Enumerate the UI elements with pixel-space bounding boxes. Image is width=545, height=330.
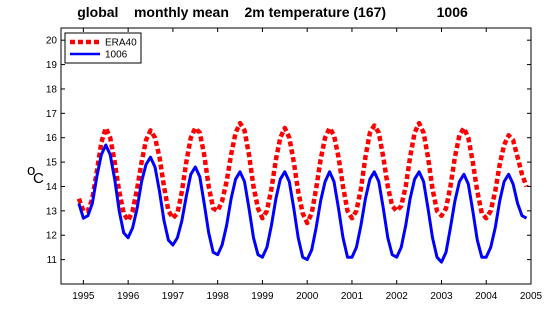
chart-title: global monthly mean 2m temperature (167)… xyxy=(77,4,468,20)
x-tick-label: 2004 xyxy=(475,291,498,302)
y-tick-label: 16 xyxy=(46,133,58,144)
x-tick-label: 1999 xyxy=(251,291,274,302)
y-axis-label-superscript: o xyxy=(27,162,35,179)
x-tick-label: 2002 xyxy=(386,291,409,302)
y-tick-label: 18 xyxy=(46,84,58,95)
legend-label: 1006 xyxy=(105,50,128,61)
x-tick-label: 2001 xyxy=(341,291,364,302)
legend-box xyxy=(64,32,142,64)
y-tick-label: 11 xyxy=(47,255,58,266)
y-tick-label: 12 xyxy=(46,231,58,242)
x-tick-label: 1997 xyxy=(162,291,185,302)
x-tick-label: 2003 xyxy=(430,291,453,302)
x-tick-label: 1996 xyxy=(117,291,140,302)
y-tick-label: 19 xyxy=(46,60,58,71)
x-tick-label: 1995 xyxy=(72,291,95,302)
series-line-era40 xyxy=(76,120,529,226)
series-line-1006 xyxy=(77,143,528,264)
plot-frame xyxy=(60,27,532,285)
y-tick-label: 15 xyxy=(46,158,58,169)
y-tick-label: 20 xyxy=(46,36,58,47)
y-tick-label: 13 xyxy=(46,206,58,217)
y-tick-label: 14 xyxy=(46,182,58,193)
x-tick-label: 2005 xyxy=(520,291,543,302)
x-tick-label: 1998 xyxy=(207,291,230,302)
y-tick-label: 17 xyxy=(46,109,58,120)
legend-label: ERA40 xyxy=(105,38,137,49)
y-axis-label: C xyxy=(33,170,44,187)
x-tick-label: 2000 xyxy=(296,291,319,302)
